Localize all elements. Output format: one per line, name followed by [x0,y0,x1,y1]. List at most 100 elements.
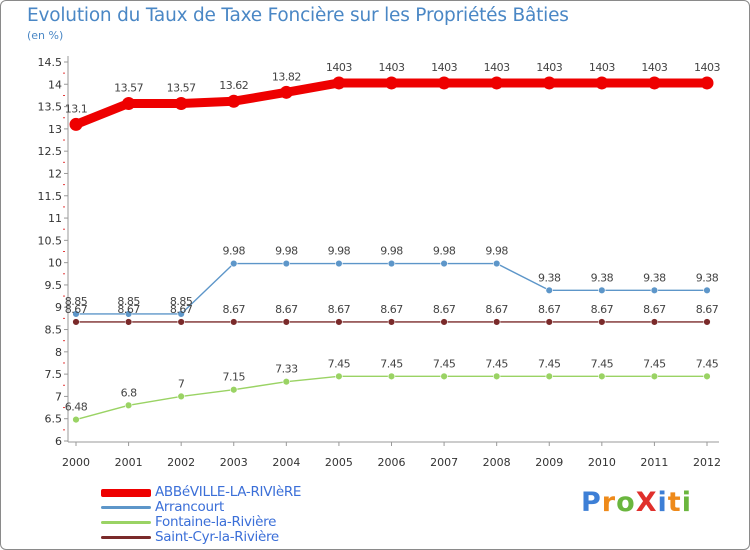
data-label: 1403 [641,61,667,74]
data-point [437,76,451,90]
data-label: 8.67 [643,303,666,316]
logo-letter: r [601,487,617,518]
x-tick-label: 2001 [115,456,143,469]
data-label: 13.82 [272,70,301,83]
data-point [124,310,133,318]
data-point [174,96,188,110]
x-tick-label: 2000 [62,456,90,469]
y-tick-label: 6.5 [45,413,63,426]
legend-swatch [101,489,151,497]
data-point [492,259,501,268]
data-label: 6.8 [121,386,137,399]
data-point [387,372,396,381]
chart-title: Evolution du Taux de Taxe Foncière sur l… [27,5,569,26]
data-point [492,372,501,381]
data-label: 8.85 [117,295,140,308]
series-points [69,76,714,424]
data-label: 1403 [589,61,615,74]
data-label: 9.38 [696,271,719,284]
legend-label: Fontaine-la-Rivière [155,514,277,530]
data-label: 8.85 [170,295,193,308]
data-point [230,386,238,394]
data-label: 7.15 [223,371,246,384]
data-label: 13.57 [114,81,143,94]
data-label: 7.45 [696,357,719,370]
series-line [75,375,708,421]
data-point [598,318,606,326]
legend-label: Saint-Cyr-la-Rivière [155,529,279,545]
data-point [703,372,711,381]
data-point [650,318,659,326]
data-label: 9.38 [591,271,614,284]
y-tick-label: 12.5 [38,145,63,158]
logo-letter: X [635,487,658,518]
data-point [440,259,448,268]
data-point [122,96,136,110]
axes: 6 6.5 7 7.5 8 8.5 9 9.5 10 10.5 11 11.5 12 12.5 13 13.5… [38,56,721,469]
data-label: 7.45 [433,357,456,370]
data-label: 7.45 [328,357,351,370]
data-point [124,318,133,326]
chart-subtitle: (en %) [27,29,64,42]
data-label: 1403 [379,61,405,74]
data-label: 8.67 [170,303,193,316]
data-label: 1403 [326,61,352,74]
data-point [542,76,556,90]
logo-letter: o [616,487,636,518]
y-tick-label: 8 [55,346,62,359]
data-point [69,117,83,131]
data-label: 9.98 [275,245,298,258]
y-tick-label: 10.5 [38,234,63,247]
data-point [650,372,659,381]
data-point [332,76,346,90]
data-label: 8.67 [538,303,561,316]
x-tick-label: 2008 [483,456,511,469]
data-point [282,259,291,268]
data-point [703,318,711,326]
data-label: 9.98 [485,245,508,258]
data-point [650,286,659,294]
data-point [335,318,343,326]
data-point [282,377,291,386]
data-label: 8.67 [223,303,246,316]
data-point [492,318,501,326]
y-tick-label: 11.5 [38,190,63,203]
y-tick-label: 13.5 [38,101,63,114]
data-label: 8.67 [275,303,298,316]
data-point [595,76,609,90]
data-point [335,259,343,268]
data-label: 9.38 [538,271,561,284]
data-point [124,401,133,410]
y-tick-label: 13 [48,123,62,136]
y-tick-label: 12 [48,167,62,180]
data-point [230,259,238,268]
x-tick-label: 2002 [167,456,195,469]
data-label: 7.33 [275,363,298,376]
y-tick-label: 9 [55,301,62,314]
data-point [598,372,606,381]
data-label: 13.62 [219,79,248,92]
x-tick-label: 2006 [378,456,406,469]
data-point [545,318,553,326]
data-label: 13.57 [167,81,196,94]
x-tick-label: 2005 [325,456,353,469]
data-point [440,372,448,381]
data-label: 7.45 [538,357,561,370]
data-label: 9.98 [223,245,246,258]
data-point [545,286,553,294]
data-point [545,372,553,381]
data-point [700,76,714,90]
data-point [335,372,343,381]
legend-label: Arrancourt [155,499,225,515]
logo-letter: P [581,487,602,518]
data-label: 8.67 [591,303,614,316]
y-tick-label: 14 [48,78,62,91]
data-label: 8.67 [328,303,351,316]
data-label: 7.45 [380,357,403,370]
data-point [598,286,606,294]
data-point [703,286,711,294]
legend-swatch [101,506,151,509]
proxiti-logo: ProXiti [581,487,692,518]
